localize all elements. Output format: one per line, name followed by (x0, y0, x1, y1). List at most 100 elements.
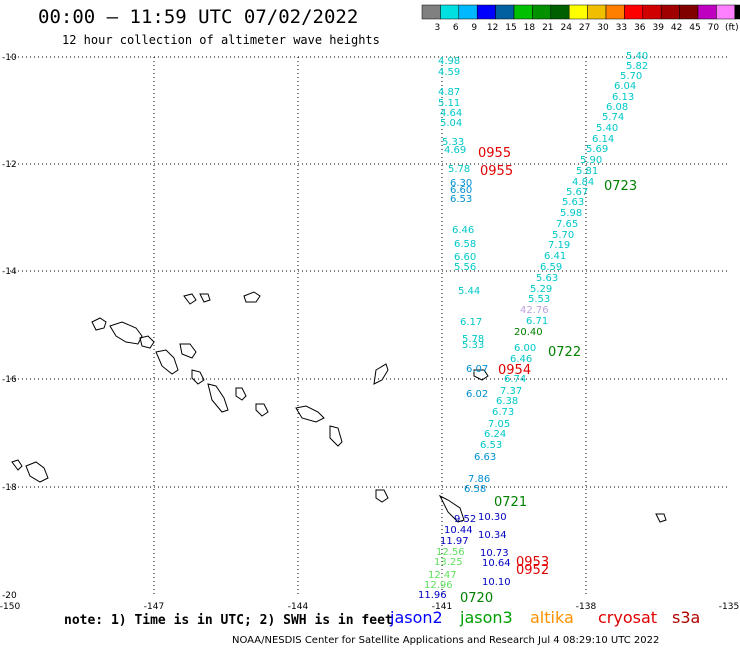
swh-value: 4.64 (440, 108, 462, 119)
lon-label: -144 (288, 602, 309, 612)
swh-value: 12.47 (428, 570, 457, 581)
colorbar-swatch (605, 4, 625, 20)
footer-credit: NOAA/NESDIS Center for Satellite Applica… (232, 635, 660, 646)
swh-value: 6.30 (450, 178, 472, 189)
swh-value: 6.08 (606, 102, 628, 113)
lon-label: -135 (719, 602, 739, 612)
swh-value: 5.82 (626, 61, 648, 72)
pass-time: 0722 (548, 345, 581, 360)
map-title: 00:00 — 11:59 UTC 07/02/2022 (38, 6, 359, 28)
swh-labels: 5.405.825.706.046.136.085.745.406.145.69… (418, 51, 648, 601)
colorbar-label: 39 (652, 23, 664, 33)
swh-value: 6.53 (450, 194, 472, 205)
swh-value: 6.60 (450, 185, 472, 196)
swh-value: 13.25 (434, 557, 463, 568)
colorbar-label: 30 (597, 23, 609, 33)
colorbar-swatch (550, 4, 570, 20)
swh-value: 12.56 (436, 547, 465, 558)
legend-altika: altika (530, 608, 574, 627)
colorbar-swatch (679, 4, 699, 20)
swh-value: 5.40 (626, 51, 648, 62)
swh-value: 11.97 (440, 536, 469, 547)
swh-value: 9.52 (454, 514, 476, 525)
lat-label: -20 (2, 591, 17, 601)
swh-value: 10.64 (482, 558, 511, 569)
swh-value: 5.04 (440, 118, 462, 129)
swh-value: 6.00 (514, 343, 536, 354)
pass-time: 0954 (498, 363, 531, 378)
colorbar-swatch (458, 4, 478, 20)
colorbar-label: 42 (671, 23, 682, 33)
swh-value: 20.40 (514, 327, 543, 338)
colorbar-swatch (440, 4, 460, 20)
swh-value: 7.19 (548, 240, 570, 251)
pass-time: 0720 (460, 591, 493, 606)
swh-value: 10.10 (482, 577, 511, 588)
swh-value: 7.65 (556, 219, 578, 230)
swh-value: 5.81 (576, 166, 598, 177)
swh-value: 7.37 (500, 386, 522, 397)
colorbar-label: 27 (579, 23, 590, 33)
swh-value: 4.69 (444, 145, 466, 156)
colorbar-label: 24 (560, 23, 572, 33)
colorbar-swatch (421, 4, 441, 20)
swh-value: 4.98 (438, 56, 460, 67)
swh-value: 5.70 (552, 230, 574, 241)
colorbar-label: 6 (453, 23, 459, 33)
swh-value: 12.96 (424, 580, 453, 591)
colorbar-label: 45 (689, 23, 700, 33)
swh-value: 5.78 (462, 334, 484, 345)
swh-value: 6.04 (614, 81, 636, 92)
swh-value: 5.70 (620, 71, 642, 82)
colorbar-labels: 3 6 9 12 15 18 21 24 27 30 33 36 39 42 45 70 (ft) (435, 23, 739, 33)
swh-value: 6.73 (492, 407, 514, 418)
lat-label: -16 (2, 375, 17, 385)
colorbar-swatch (495, 4, 515, 20)
swh-value: 5.11 (438, 98, 460, 109)
map-grid: -10 -12 -14 -16 -18 -20-150 -147 -144 -141 -138 -1… (0, 53, 739, 612)
swh-value: 4.84 (572, 177, 594, 188)
pass-time: 0955 (480, 164, 513, 179)
swh-value: 5.33 (462, 340, 484, 351)
pass-time: 0721 (494, 495, 527, 510)
swh-value: 5.53 (528, 294, 550, 305)
pass-time: 0953 (516, 555, 549, 570)
swh-value: 6.07 (466, 364, 488, 375)
pass-time: 0952 (516, 563, 549, 578)
colorbar-swatch (716, 4, 736, 20)
swh-value: 5.63 (562, 197, 584, 208)
colorbar-swatch (513, 4, 533, 20)
colorbar-label: 3 (435, 23, 441, 33)
colorbar-label: 36 (634, 23, 646, 33)
swh-value: 6.02 (466, 389, 488, 400)
lon-label: -141 (432, 602, 452, 612)
lat-label: -18 (2, 483, 17, 493)
colorbar-label: 70 (708, 23, 720, 33)
swh-value: 6.17 (460, 317, 482, 328)
swh-value: 5.40 (596, 123, 618, 134)
lat-label: -14 (2, 267, 17, 277)
footer-note: note: 1) Time is in UTC; 2) SWH is in fe… (64, 613, 393, 628)
colorbar-label: 21 (542, 23, 553, 33)
swh-value: 7.05 (488, 419, 510, 430)
swh-value: 6.53 (480, 440, 502, 451)
swh-value: 4.59 (438, 67, 460, 78)
colorbar-label: 12 (487, 23, 498, 33)
swh-value: 6.63 (474, 452, 496, 463)
colorbar-swatch (587, 4, 607, 20)
swh-value: 5.74 (602, 112, 624, 123)
colorbar-label: 18 (524, 23, 536, 33)
swh-value: 5.56 (454, 262, 476, 273)
swh-value: 10.73 (480, 548, 509, 559)
map-subtitle: 12 hour collection of altimeter wave hei… (62, 33, 380, 47)
swh-value: 5.69 (586, 144, 608, 155)
colorbar-swatch (624, 4, 644, 20)
swh-value: 6.38 (496, 396, 518, 407)
swh-value: 5.98 (560, 208, 582, 219)
swh-value: 6.58 (454, 239, 476, 250)
colorbar-swatch (532, 4, 552, 20)
colorbar-swatch (660, 4, 680, 20)
colorbar-label: 15 (505, 23, 516, 33)
